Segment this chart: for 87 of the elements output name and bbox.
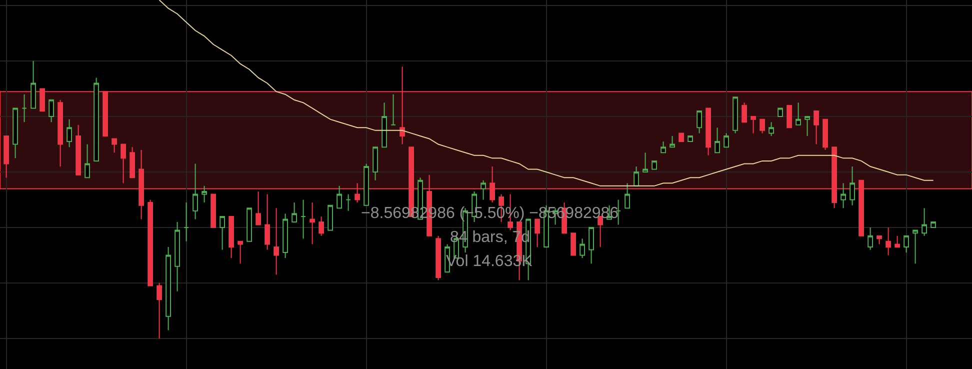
candlestick xyxy=(868,227,874,250)
candlestick xyxy=(58,99,64,167)
candlestick xyxy=(588,227,594,264)
candlestick xyxy=(832,146,838,209)
candlestick xyxy=(220,216,226,250)
candlestick xyxy=(130,146,136,178)
candlestick xyxy=(490,166,496,204)
candlestick xyxy=(166,246,172,331)
candlestick xyxy=(786,104,792,128)
candlestick xyxy=(894,235,900,248)
candlestick xyxy=(760,118,766,134)
candlestick xyxy=(660,141,666,154)
candlestick xyxy=(300,199,306,240)
candlestick xyxy=(678,132,684,142)
candlestick xyxy=(778,108,784,118)
candlestick xyxy=(138,149,144,220)
candlestick xyxy=(390,94,396,126)
candlestick xyxy=(4,135,9,178)
candlestick xyxy=(634,166,640,186)
candlestick xyxy=(804,116,810,136)
candlestick xyxy=(40,88,46,112)
candlestick xyxy=(652,160,658,170)
candlestick xyxy=(768,122,774,136)
candlestick xyxy=(840,182,846,209)
candlestick xyxy=(750,116,756,134)
candlestick xyxy=(858,180,864,236)
candlestick xyxy=(174,221,180,292)
candlestick xyxy=(84,144,90,178)
candlestick xyxy=(480,180,486,200)
candlestick xyxy=(192,163,198,220)
candlestick xyxy=(642,152,648,173)
candlestick xyxy=(346,194,352,212)
candlestick xyxy=(246,208,252,242)
candlestick xyxy=(436,235,442,281)
candlestick xyxy=(94,77,100,162)
candlestick xyxy=(814,110,820,145)
candlestick xyxy=(670,135,676,148)
candlestick xyxy=(904,235,910,254)
candlestick xyxy=(688,135,694,142)
candlestick xyxy=(148,199,154,286)
candlestick xyxy=(400,66,406,145)
candlestick xyxy=(264,194,270,250)
candlestick xyxy=(696,110,702,134)
candlestick xyxy=(742,102,748,123)
candlestick xyxy=(912,230,918,264)
candlestick xyxy=(228,216,234,259)
candlestick xyxy=(364,163,370,206)
candlestick xyxy=(102,91,108,136)
candlestick xyxy=(202,185,208,204)
candlestick xyxy=(292,202,298,222)
candlestick xyxy=(274,208,280,276)
candlestick xyxy=(372,146,378,181)
candlestick xyxy=(570,232,576,256)
candlestick xyxy=(624,182,630,209)
candlestick xyxy=(732,96,738,134)
candlestick xyxy=(256,190,262,226)
candlestick xyxy=(930,221,936,228)
candlestick xyxy=(796,102,802,126)
candlestick xyxy=(850,166,856,206)
candlestick xyxy=(48,99,54,123)
candlestick xyxy=(184,202,190,242)
candlestick xyxy=(922,208,928,236)
candlestick xyxy=(724,132,730,148)
candlestick xyxy=(210,194,216,228)
candlestick xyxy=(534,218,540,248)
candlestick xyxy=(886,227,892,256)
candlestick xyxy=(156,282,162,340)
candlestick xyxy=(66,118,72,148)
candlestick xyxy=(120,144,126,184)
candlestick xyxy=(76,124,82,176)
candlestick xyxy=(310,202,316,245)
candlestick xyxy=(580,238,586,259)
candlestick xyxy=(336,185,342,209)
candlestick xyxy=(714,127,720,154)
candlestick xyxy=(30,60,36,109)
candlestick xyxy=(12,108,18,159)
candlestick xyxy=(706,108,712,156)
candlestick xyxy=(238,240,244,264)
candlestick xyxy=(822,118,828,150)
candlestick xyxy=(876,235,882,245)
candlestick xyxy=(112,138,118,154)
candlestick xyxy=(282,213,288,259)
candlestick xyxy=(328,204,334,231)
candlestick xyxy=(318,216,324,236)
candlestick xyxy=(354,182,360,204)
candlestick xyxy=(22,94,28,123)
candlestick xyxy=(382,102,388,148)
